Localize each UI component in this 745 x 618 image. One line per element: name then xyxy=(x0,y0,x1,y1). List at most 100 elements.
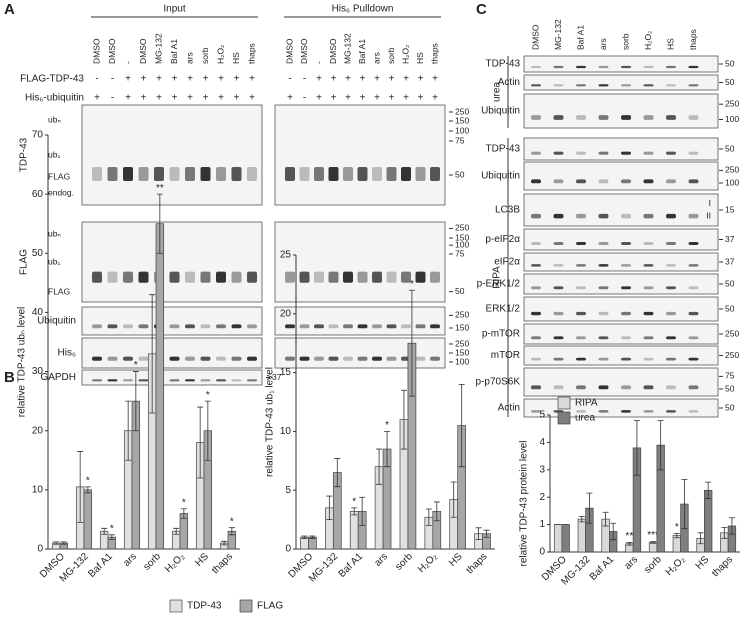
sign: + xyxy=(172,93,178,104)
band xyxy=(343,167,353,181)
marker: 250 xyxy=(725,165,739,175)
lane-label: - xyxy=(313,61,323,64)
band xyxy=(169,379,180,382)
band xyxy=(688,65,699,69)
band xyxy=(621,264,631,267)
blot-label: Ubiquitin xyxy=(481,171,520,182)
band-label: ub₁ xyxy=(48,256,60,266)
band xyxy=(200,324,211,329)
marker: 250 xyxy=(455,338,469,348)
band xyxy=(621,286,631,290)
band xyxy=(531,65,541,69)
sign: + xyxy=(218,74,224,85)
lane-label: - xyxy=(122,61,132,64)
lane-label: H₂O₂ xyxy=(643,31,653,50)
error-bar xyxy=(586,492,593,524)
blot xyxy=(81,221,263,303)
error-bar xyxy=(180,508,187,519)
band xyxy=(531,179,541,184)
blot xyxy=(274,104,446,206)
blot xyxy=(274,221,446,303)
band xyxy=(92,167,102,181)
band xyxy=(169,271,180,283)
sign: - xyxy=(111,93,114,104)
band xyxy=(666,151,676,155)
band xyxy=(598,151,609,155)
x-tick-label: thaps xyxy=(710,554,735,579)
band xyxy=(401,324,411,329)
band xyxy=(598,84,609,87)
band xyxy=(598,179,609,184)
band xyxy=(531,357,541,361)
band xyxy=(216,167,226,181)
panel-label: B xyxy=(4,369,15,386)
band xyxy=(328,356,339,361)
sign: + xyxy=(432,93,438,104)
error-bar xyxy=(132,371,139,432)
bar xyxy=(349,511,359,550)
marker: 250 xyxy=(725,98,739,108)
band xyxy=(621,385,631,390)
band xyxy=(430,271,440,283)
legend-label: RIPA xyxy=(575,398,598,409)
band xyxy=(372,167,382,181)
x-tick-label: thaps xyxy=(210,551,235,576)
y-tick-label: 10 xyxy=(280,426,292,437)
error-bar xyxy=(326,495,333,520)
blot-label: Ubiquitin xyxy=(481,106,520,117)
band xyxy=(231,379,242,382)
sign: + xyxy=(331,74,337,85)
sign: + xyxy=(389,93,395,104)
band xyxy=(314,356,324,361)
marker: 15 xyxy=(725,204,735,214)
sign: + xyxy=(249,93,255,104)
band xyxy=(247,379,257,382)
band xyxy=(247,167,257,181)
band xyxy=(598,286,609,290)
significance: *** xyxy=(647,530,659,541)
error-bar xyxy=(101,527,108,535)
sign: + xyxy=(287,93,293,104)
band xyxy=(553,84,564,87)
significance: * xyxy=(230,516,234,527)
lane-label: thaps xyxy=(246,43,256,64)
band xyxy=(107,324,118,329)
blot xyxy=(523,323,719,345)
band xyxy=(531,242,541,245)
band xyxy=(107,167,118,181)
y-tick-label: 4 xyxy=(539,437,545,448)
band xyxy=(531,385,541,390)
sign: + xyxy=(234,93,240,104)
lane-label: DMSO xyxy=(284,38,294,64)
band xyxy=(643,151,654,155)
marker: 50 xyxy=(725,143,735,153)
band xyxy=(598,264,609,267)
band xyxy=(531,213,541,219)
y-axis-label: relative TDP-43 ubₙ level xyxy=(17,307,28,418)
legend-swatch xyxy=(239,599,253,613)
error-bar xyxy=(400,389,407,450)
band-label: ubₙ xyxy=(48,228,61,238)
marker: 100 xyxy=(725,114,739,124)
marker: 100 xyxy=(455,356,469,366)
error-bar xyxy=(650,541,657,544)
error-bar xyxy=(408,289,415,397)
significance: * xyxy=(206,390,210,401)
marker: 50 xyxy=(725,303,735,313)
band xyxy=(576,115,586,120)
band xyxy=(688,115,699,120)
band xyxy=(688,286,699,290)
x-tick-label: HS xyxy=(694,554,712,572)
band xyxy=(123,356,133,361)
band xyxy=(138,167,149,181)
legend-label: urea xyxy=(575,413,595,424)
band xyxy=(688,357,699,361)
blot-label: Actin xyxy=(498,403,520,414)
band xyxy=(598,336,609,340)
error-bar xyxy=(156,193,163,254)
band xyxy=(531,115,541,120)
band xyxy=(247,324,257,329)
lane-label: MG-132 xyxy=(553,19,563,50)
band xyxy=(285,324,295,329)
marker: 50 xyxy=(455,286,465,296)
